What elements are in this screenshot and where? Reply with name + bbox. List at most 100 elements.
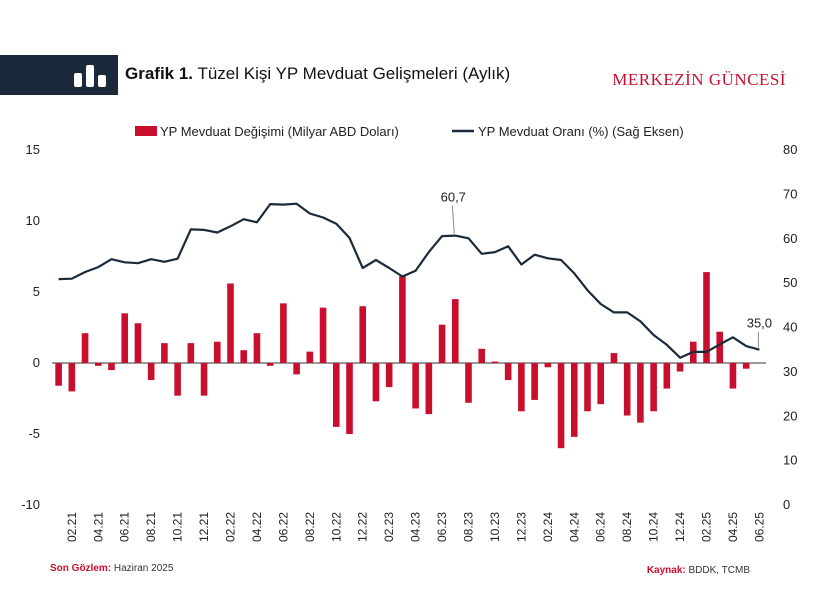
x-tick-06.24: 06.24 [594, 512, 608, 542]
legend-label-line: YP Mevduat Oranı (%) (Sağ Eksen) [478, 124, 684, 139]
x-tick-08.23: 08.23 [462, 512, 476, 542]
bar-01.23 [372, 363, 380, 402]
bar-03.21 [81, 333, 89, 363]
bar-07.23 [451, 299, 459, 363]
x-tick-06.23: 06.23 [435, 512, 449, 542]
bar-03.24 [557, 363, 565, 449]
bar-04.22 [253, 333, 261, 363]
annotation-label-0: 60,7 [441, 190, 466, 205]
bar-02.22 [227, 283, 234, 363]
x-tick-04.25: 04.25 [726, 512, 740, 542]
bar-12.22 [359, 306, 367, 363]
y-right-tick-3: 50 [783, 275, 797, 290]
bar-08.22 [306, 351, 314, 363]
y-left-tick-2: 5 [33, 284, 40, 299]
bar-06.21 [121, 313, 129, 363]
bar-02.21 [68, 363, 76, 392]
bar-chart-icon [74, 65, 106, 87]
x-tick-06.22: 06.22 [276, 512, 290, 542]
bar-06.24 [597, 363, 605, 405]
bar-12.24 [676, 363, 684, 372]
chart-title: Grafik 1. Tüzel Kişi YP Mevduat Gelişmel… [125, 64, 511, 83]
y-right-tick-1: 70 [783, 186, 797, 201]
bar-05.22 [266, 363, 274, 366]
bar-04.24 [570, 363, 578, 437]
annotation-leader-0 [451, 205, 455, 234]
bar-08.21 [147, 363, 155, 381]
bar-12.21 [200, 363, 208, 396]
bar-03.22 [240, 350, 248, 363]
x-tick-10.22: 10.22 [329, 512, 343, 542]
y-left-tick-3: 0 [33, 355, 40, 370]
bar-11.23 [504, 363, 512, 381]
x-tick-08.21: 08.21 [144, 512, 158, 542]
bar-10.24 [650, 363, 657, 412]
annotation-label-1: 35,0 [747, 316, 772, 331]
bar-07.24 [610, 353, 618, 363]
bar-03.23 [399, 276, 406, 363]
bar-04.21 [94, 363, 102, 366]
bar-05.23 [425, 363, 433, 415]
x-tick-06.25: 06.25 [752, 512, 766, 542]
bar-05.25 [742, 363, 750, 369]
y-right-tick-6: 20 [783, 408, 797, 423]
bar-11.24 [663, 363, 671, 389]
bar-11.21 [187, 343, 195, 363]
x-tick-02.24: 02.24 [541, 512, 555, 542]
bar-08.23 [465, 363, 472, 403]
brand-logo-text: MERKEZİN GÜNCESİ [612, 70, 786, 89]
x-tick-04.21: 04.21 [91, 512, 105, 542]
bar-10.22 [332, 363, 340, 427]
footer-last-observation: Son Gözlem: Haziran 2025 [50, 563, 174, 574]
x-tick-12.21: 12.21 [197, 512, 211, 542]
y-right-tick-8: 0 [783, 497, 790, 512]
bar-09.22 [319, 307, 327, 363]
x-tick-02.23: 02.23 [382, 512, 396, 542]
x-tick-04.22: 04.22 [250, 512, 264, 542]
x-tick-04.24: 04.24 [567, 512, 581, 542]
line-yp-mevduat-orani [58, 202, 760, 359]
y-right-tick-4: 40 [783, 320, 797, 335]
y-right-tick-0: 80 [783, 142, 797, 157]
bar-09.24 [637, 363, 644, 423]
y-left-tick-0: 15 [26, 142, 40, 157]
bar-11.22 [346, 363, 353, 434]
bar-02.24 [544, 363, 552, 368]
bar-05.24 [584, 363, 591, 412]
x-tick-10.23: 10.23 [488, 512, 502, 542]
y-right-tick-2: 60 [783, 231, 797, 246]
x-tick-02.25: 02.25 [700, 512, 714, 542]
x-tick-12.23: 12.23 [514, 512, 528, 542]
bar-08.24 [623, 363, 631, 416]
y-right-tick-7: 10 [783, 453, 797, 468]
legend-swatch-bar [135, 126, 157, 136]
bar-09.21 [161, 343, 168, 363]
bar-02.25 [703, 272, 710, 363]
x-tick-10.24: 10.24 [647, 512, 661, 542]
bar-05.21 [108, 363, 115, 371]
bar-01.21 [55, 363, 62, 386]
y-right-tick-5: 30 [783, 364, 797, 379]
x-tick-06.21: 06.21 [118, 512, 132, 542]
x-tick-08.22: 08.22 [303, 512, 317, 542]
bar-06.23 [438, 324, 446, 363]
x-tick-10.21: 10.21 [171, 512, 185, 542]
bar-01.24 [531, 363, 538, 400]
y-left-tick-4: -5 [28, 426, 40, 441]
header-bar [0, 55, 118, 95]
x-tick-04.23: 04.23 [409, 512, 423, 542]
bar-09.23 [478, 348, 486, 363]
bar-02.23 [385, 363, 393, 388]
bar-04.23 [412, 363, 419, 409]
x-tick-08.24: 08.24 [620, 512, 634, 542]
x-tick-12.24: 12.24 [673, 512, 687, 542]
y-left-tick-1: 10 [26, 213, 40, 228]
y-left-tick-5: -10 [21, 497, 40, 512]
x-tick-02.21: 02.21 [65, 512, 79, 542]
footer-source: Kaynak: BDDK, TCMB [646, 565, 750, 576]
bar-10.23 [491, 361, 499, 363]
bar-07.22 [293, 363, 300, 375]
bar-04.25 [729, 363, 737, 389]
bar-10.21 [174, 363, 181, 396]
